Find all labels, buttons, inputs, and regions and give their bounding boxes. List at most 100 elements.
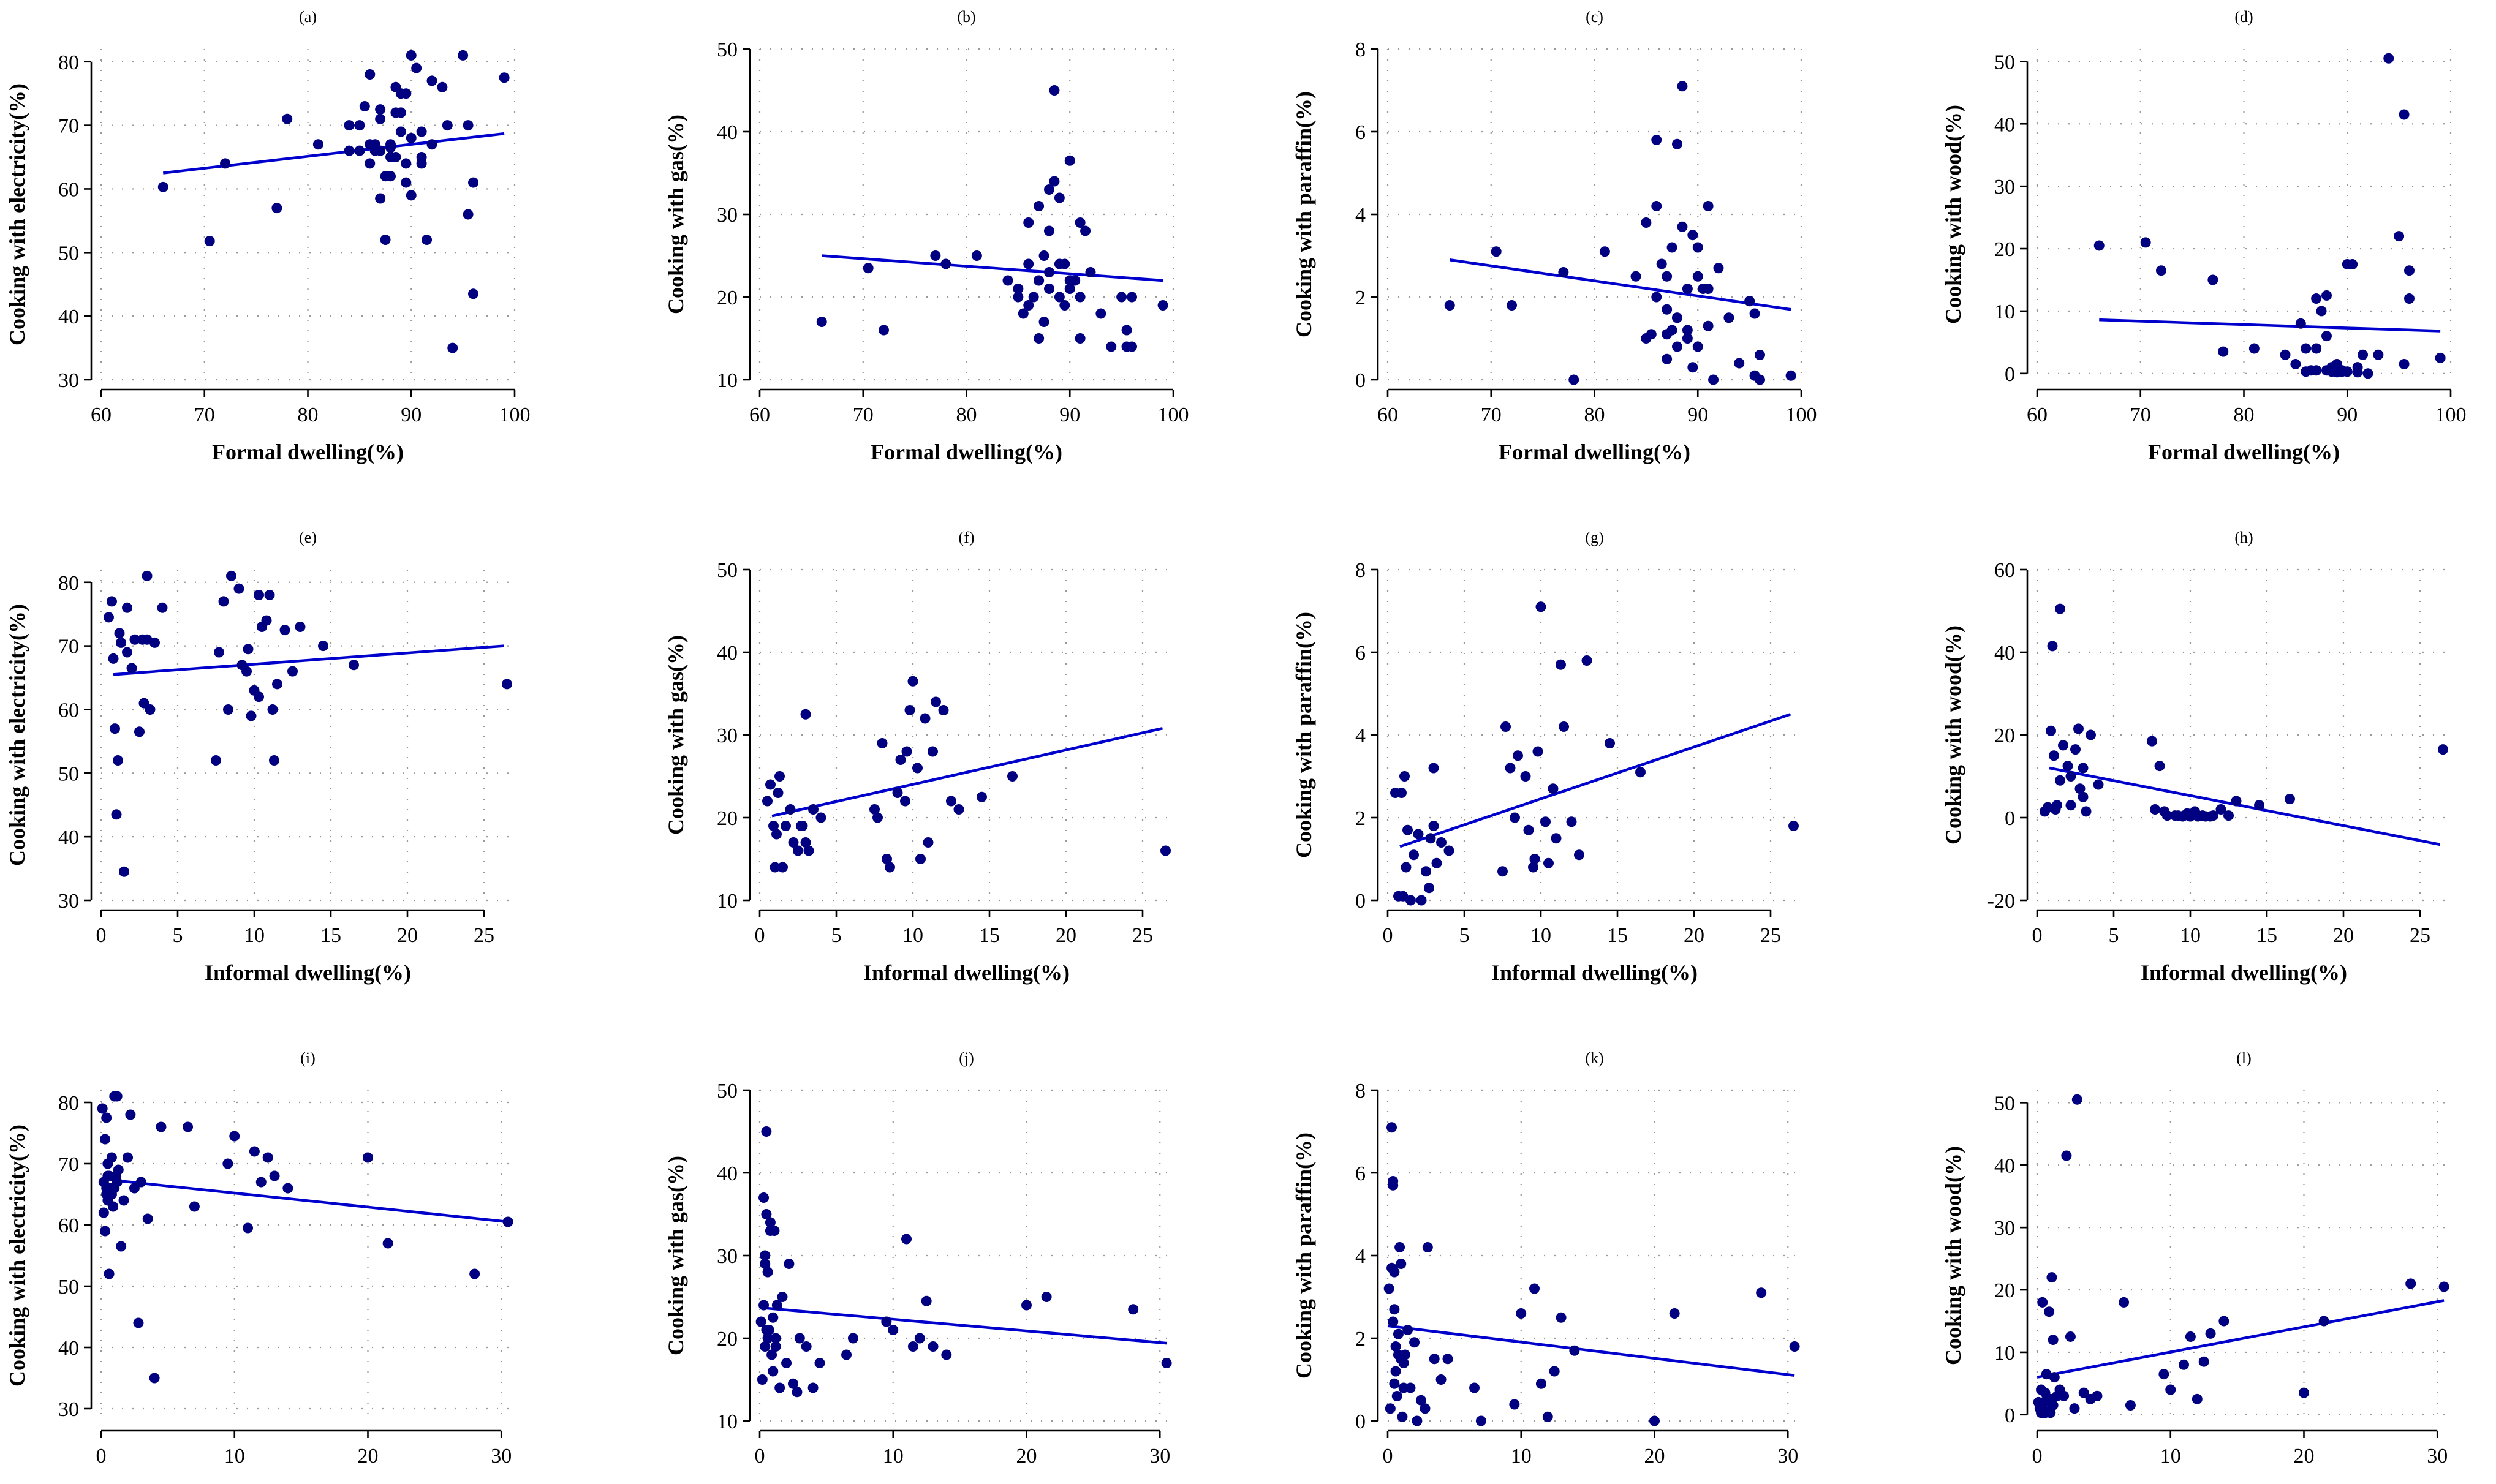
point-j-14 — [768, 1312, 779, 1323]
point-g-39 — [1428, 821, 1439, 831]
point-k-10 — [1391, 1391, 1402, 1401]
y-tick-label-b-0: 10 — [717, 369, 738, 392]
point-e-36 — [349, 660, 359, 671]
point-g-11 — [1424, 883, 1434, 894]
y-tick-label-e-3: 60 — [58, 699, 79, 721]
y-tick-label-l-3: 30 — [1994, 1217, 2015, 1240]
point-g-21 — [1520, 771, 1531, 782]
point-d-37 — [2404, 265, 2415, 276]
point-k-8 — [1390, 1341, 1401, 1352]
panel-title-l: (l) — [2236, 1049, 2252, 1067]
point-i-42 — [502, 1216, 513, 1227]
point-e-0 — [104, 612, 114, 623]
point-f-14 — [808, 804, 819, 815]
point-g-19 — [1510, 812, 1520, 823]
point-j-37 — [941, 1349, 952, 1360]
point-b-38 — [1127, 292, 1137, 303]
point-h-4 — [2049, 750, 2059, 761]
point-k-1 — [1385, 1403, 1396, 1414]
point-d-36 — [2399, 109, 2410, 120]
x-axis-label-a: Formal dwelling(%) — [212, 440, 404, 464]
point-c-45 — [1692, 341, 1703, 352]
panel-f: 0 5 10 15 20 25 10 20 30 40 50 (f) Informal dwelling… — [664, 529, 1173, 985]
point-l-33 — [2185, 1331, 2196, 1342]
point-h-18 — [2154, 761, 2165, 772]
point-a-27 — [411, 62, 422, 73]
point-j-30 — [881, 1316, 892, 1327]
point-g-23 — [1528, 862, 1538, 873]
y-tick-label-c-2: 4 — [1355, 204, 1366, 227]
y-tick-label-d-2: 20 — [1994, 238, 2015, 261]
point-a-32 — [437, 81, 448, 92]
point-i-26 — [142, 1213, 153, 1224]
point-k-30 — [1509, 1399, 1520, 1410]
point-e-21 — [233, 583, 244, 594]
point-a-49 — [426, 139, 437, 150]
point-d-16 — [2321, 290, 2332, 301]
point-h-10 — [2070, 744, 2081, 755]
y-axis-label-e: Cooking with electricity(%) — [5, 604, 29, 866]
y-tick-label-i-4: 70 — [58, 1153, 79, 1176]
point-c-7 — [1641, 217, 1652, 228]
point-k-0 — [1383, 1283, 1394, 1294]
point-e-8 — [126, 663, 137, 674]
panel-title-b: (b) — [957, 8, 975, 26]
point-a-23 — [401, 177, 412, 188]
point-d-26 — [2342, 366, 2353, 377]
y-axis-label-a: Cooking with electricity(%) — [5, 83, 29, 345]
point-f-27 — [915, 854, 926, 864]
point-e-2 — [110, 723, 120, 734]
point-c-28 — [1703, 201, 1714, 211]
x-tick-label-c-0: 60 — [1377, 404, 1398, 426]
point-h-41 — [2179, 810, 2190, 821]
point-d-15 — [2316, 306, 2327, 317]
point-f-16 — [869, 804, 880, 815]
point-b-1 — [863, 263, 874, 274]
point-a-40 — [344, 145, 355, 156]
point-h-39 — [2078, 791, 2089, 802]
point-l-34 — [2192, 1393, 2203, 1404]
point-l-30 — [2158, 1369, 2169, 1380]
point-b-9 — [1023, 217, 1034, 228]
point-e-15 — [157, 602, 168, 613]
point-f-20 — [885, 862, 895, 873]
point-c-9 — [1651, 201, 1662, 211]
fit-line-f — [771, 727, 1163, 818]
point-i-46 — [102, 1170, 113, 1181]
panel-g: 0 5 10 15 20 25 0 2 4 6 8 (g) Informal dwelling(%) Co… — [1291, 529, 1801, 985]
point-h-16 — [2147, 736, 2157, 747]
y-tick-label-c-1: 2 — [1355, 287, 1366, 309]
point-h-32 — [2215, 804, 2226, 815]
point-i-13 — [108, 1201, 119, 1212]
point-l-12 — [2044, 1306, 2055, 1317]
panel-e: 0 5 10 15 20 25 30 40 50 60 70 80 (e) Informal dwelli… — [5, 529, 515, 985]
point-b-4 — [940, 258, 951, 269]
panel-h: 0 5 10 15 20 25 -20 0 20 40 60 (h) Informal dwelling… — [1941, 529, 2451, 985]
fit-line-a — [162, 132, 505, 175]
point-g-35 — [1605, 738, 1615, 748]
y-tick-label-f-1: 20 — [717, 807, 738, 830]
point-c-5 — [1599, 246, 1610, 257]
point-k-5 — [1388, 1176, 1399, 1186]
x-tick-label-g-3: 15 — [1607, 924, 1628, 947]
point-a-47 — [406, 190, 417, 201]
point-c-18 — [1672, 341, 1682, 352]
panel-title-h: (h) — [2234, 529, 2253, 546]
point-j-13 — [768, 1366, 779, 1377]
point-d-14 — [2311, 365, 2322, 376]
point-c-1 — [1491, 246, 1502, 257]
point-h-17 — [2150, 804, 2160, 815]
point-l-10 — [2041, 1369, 2052, 1380]
y-tick-label-c-4: 8 — [1355, 39, 1366, 61]
x-tick-label-a-2: 80 — [298, 404, 319, 426]
point-d-4 — [2218, 346, 2229, 357]
x-tick-label-e-2: 10 — [244, 924, 265, 947]
x-tick-label-l-3: 30 — [2427, 1445, 2448, 1467]
point-j-24 — [794, 1333, 805, 1344]
point-a-36 — [463, 209, 474, 220]
point-c-11 — [1656, 258, 1667, 269]
point-b-44 — [1054, 258, 1065, 269]
y-tick-label-a-3: 60 — [58, 178, 79, 201]
point-c-3 — [1558, 267, 1569, 277]
point-l-38 — [2298, 1387, 2309, 1398]
